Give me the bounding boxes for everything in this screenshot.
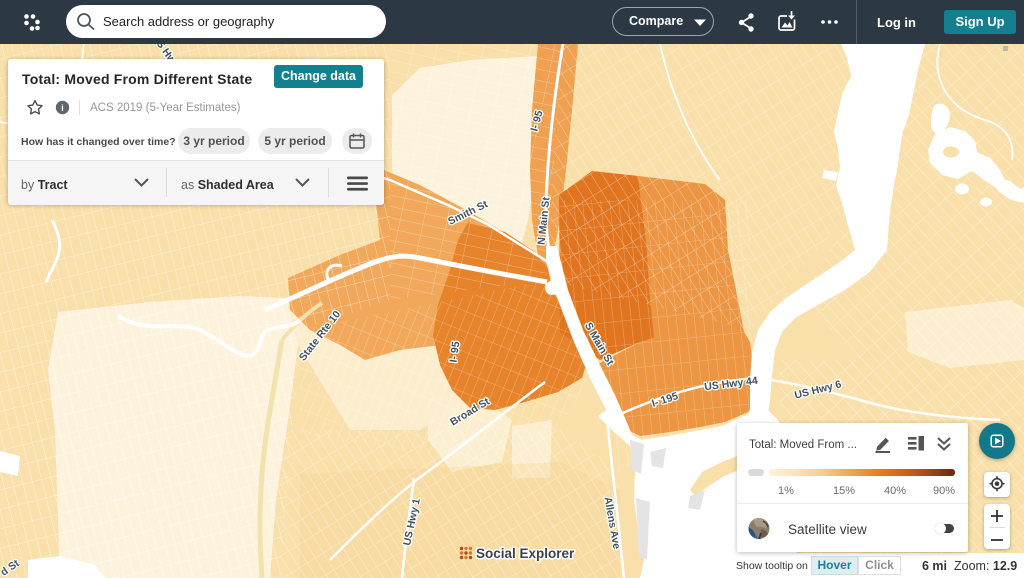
svg-text:i: i (61, 103, 64, 114)
svg-text:I- 95: I- 95 (448, 341, 463, 364)
svg-text:Social Explorer: Social Explorer (476, 546, 575, 561)
